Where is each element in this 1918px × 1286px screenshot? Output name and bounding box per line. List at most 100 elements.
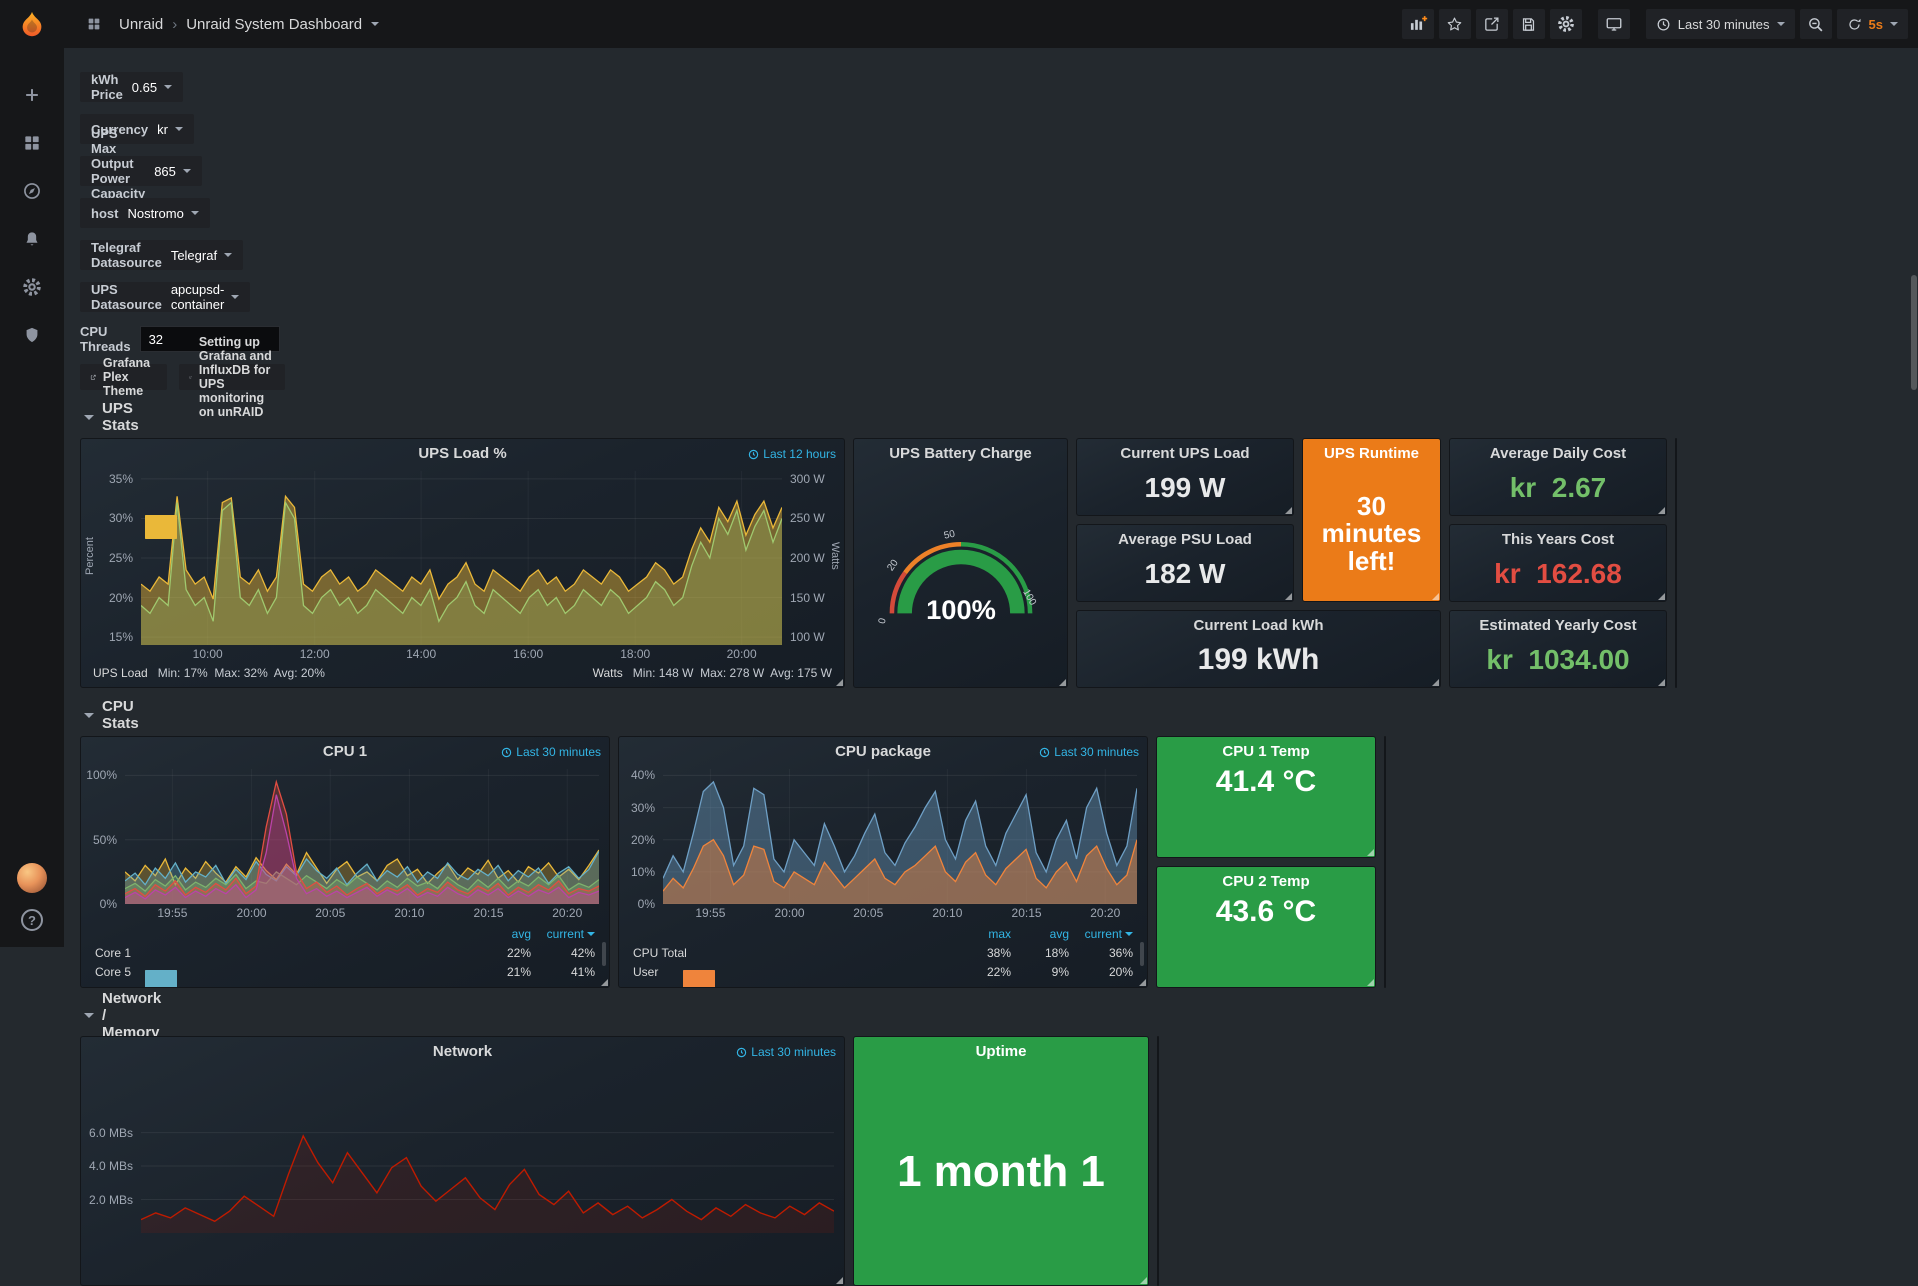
legend-row: CPU Total 38% 18% 36% <box>625 943 1141 962</box>
dashboard-title[interactable]: Unraid System Dashboard <box>186 16 362 33</box>
time-range-picker[interactable]: Last 30 minutes <box>1646 9 1795 39</box>
panel-title[interactable]: CPU 1 <box>323 743 367 760</box>
legend-sort-current[interactable]: current <box>1069 927 1133 941</box>
series-name[interactable]: Used <box>1158 1094 1159 1108</box>
panel-title[interactable]: Average Daily Cost <box>1490 445 1626 462</box>
clock-icon <box>501 747 512 758</box>
series-color-dash <box>145 515 177 539</box>
variable-telegraf-datasource[interactable]: Telegraf Datasource Telegraf <box>80 240 243 270</box>
panel-title[interactable]: Network <box>433 1043 492 1060</box>
panel-current-load-kwh: Current Load kWh 199 kWh <box>1076 610 1441 688</box>
dashboard: kWh Price 0.65 Currency kr UPS Max Outpu… <box>64 48 96 72</box>
alerting-bell-icon[interactable] <box>12 219 52 259</box>
series-name[interactable]: User <box>633 965 658 979</box>
link-grafana-plex-theme[interactable]: Grafana Plex Theme <box>80 364 167 390</box>
panel-title[interactable]: Current Load kWh <box>1194 617 1324 634</box>
add-panel-icon[interactable] <box>1402 9 1434 39</box>
variable-value: Telegraf <box>171 248 217 263</box>
sidebar: ? <box>0 0 64 947</box>
panel-title[interactable]: CPU 1 Temp <box>1222 743 1309 760</box>
panel-title[interactable]: Current UPS Load <box>1120 445 1249 462</box>
breadcrumb-folder[interactable]: Unraid <box>119 16 163 33</box>
create-icon[interactable] <box>12 75 52 115</box>
star-icon[interactable] <box>1439 9 1471 39</box>
time-range-label: Last 30 minutes <box>1678 17 1770 32</box>
help-icon[interactable]: ? <box>21 909 43 931</box>
grafana-logo-icon[interactable] <box>17 10 47 45</box>
series-name[interactable]: Buffered <box>1158 1114 1159 1128</box>
chevron-down-icon <box>84 1013 94 1018</box>
stat-value: 41.4 °C <box>1157 765 1375 825</box>
panel-title[interactable]: Average PSU Load <box>1118 531 1252 548</box>
panel-title[interactable]: UPS Load vs Time left <box>1675 438 1677 496</box>
variable-host[interactable]: host Nostromo <box>80 198 210 228</box>
configuration-gear-icon[interactable] <box>12 267 52 307</box>
clock-icon <box>1656 17 1671 32</box>
stat-value: kr 2.67 <box>1450 467 1666 515</box>
panel-title[interactable]: Memory <box>1157 1043 1159 1060</box>
dashboard-grid-icon[interactable] <box>78 9 110 39</box>
legend-sort-max[interactable]: max <box>953 927 1011 941</box>
variable-ups-datasource[interactable]: UPS Datasource apcupsd-container <box>80 282 250 312</box>
share-icon[interactable] <box>1476 9 1508 39</box>
settings-gear-icon[interactable] <box>1550 9 1582 39</box>
chevron-down-icon <box>164 85 172 89</box>
chevron-down-icon <box>84 415 94 420</box>
chevron-down-icon <box>84 713 94 718</box>
legend-row: Core 5 21% 41% <box>87 962 603 981</box>
panel-title[interactable]: Estimated Yearly Cost <box>1479 617 1636 634</box>
panel-memory: Memory Last 30 minutes 50.000000 GB60.00… <box>1157 1036 1159 1286</box>
panel-title[interactable]: CPU package <box>835 743 931 760</box>
gauge-tick: 20 <box>885 557 901 573</box>
time-override: Last 30 minutes <box>1039 745 1139 759</box>
zoom-out-icon[interactable] <box>1800 9 1832 39</box>
legend-sort-avg[interactable]: avg <box>467 927 531 941</box>
panel-title[interactable]: This Years Cost <box>1502 531 1614 548</box>
legend-row: Core 1 22% 42% <box>87 943 603 962</box>
link-ups-monitoring-guide[interactable]: Setting up Grafana and InfluxDB for UPS … <box>179 364 284 390</box>
legend: avg current Core 1 22% 42% Core 5 21% 41… <box>81 922 609 987</box>
series-name[interactable]: Core 5 <box>95 965 131 979</box>
series-name[interactable]: UPS Load <box>93 666 148 680</box>
variable-value: 865 <box>154 164 176 179</box>
panel-title[interactable]: CPU 2 <box>1384 736 1386 768</box>
panel-title[interactable]: Uptime <box>976 1043 1027 1060</box>
legend-sort-avg[interactable]: avg <box>1011 927 1069 941</box>
title-caret-icon[interactable] <box>371 22 379 26</box>
legend: UPS Load Min: 17% Max: 32% Avg: 20% Watt… <box>81 663 844 687</box>
external-link-icon <box>189 371 192 384</box>
variable-ups-max-output[interactable]: UPS Max Output Power Capacity (Watt) 865 <box>80 156 202 186</box>
legend-sort-current[interactable]: current <box>531 927 595 941</box>
refresh-picker[interactable]: 5s <box>1837 9 1908 39</box>
chevron-down-icon <box>224 253 232 257</box>
panel-average-daily-cost: Average Daily Cost kr 2.67 <box>1449 438 1667 516</box>
panel-title[interactable]: CPU 2 Temp <box>1222 873 1309 890</box>
variable-kwh-price[interactable]: kWh Price 0.65 <box>80 72 183 102</box>
panel-title[interactable]: UPS Battery Charge <box>889 445 1032 462</box>
breadcrumb: Unraid › Unraid System Dashboard <box>78 9 379 39</box>
series-stats: Min: 17% Max: 32% Avg: 20% <box>158 666 325 680</box>
explore-icon[interactable] <box>12 171 52 211</box>
series-name[interactable]: Core 1 <box>95 946 131 960</box>
tv-mode-icon[interactable] <box>1598 9 1630 39</box>
admin-shield-icon[interactable] <box>12 315 52 355</box>
panel-cpu-package: CPU package Last 30 minutes 0%10%20%30%4… <box>618 736 1148 988</box>
time-override: Last 12 hours <box>748 447 836 461</box>
page-scrollbar[interactable] <box>1911 275 1917 390</box>
top-nav: Unraid › Unraid System Dashboard <box>64 0 1918 48</box>
save-icon[interactable] <box>1513 9 1545 39</box>
dashboards-icon[interactable] <box>12 123 52 163</box>
series-name[interactable]: CPU Total <box>633 946 687 960</box>
row-title: UPS Stats <box>102 400 139 434</box>
user-avatar[interactable] <box>17 863 47 893</box>
gauge-tick: 50 <box>942 529 956 542</box>
panel-title[interactable]: UPS Runtime <box>1324 445 1419 462</box>
panel-title[interactable]: UPS Load % <box>418 445 506 462</box>
series-name[interactable]: Watts <box>593 666 623 680</box>
